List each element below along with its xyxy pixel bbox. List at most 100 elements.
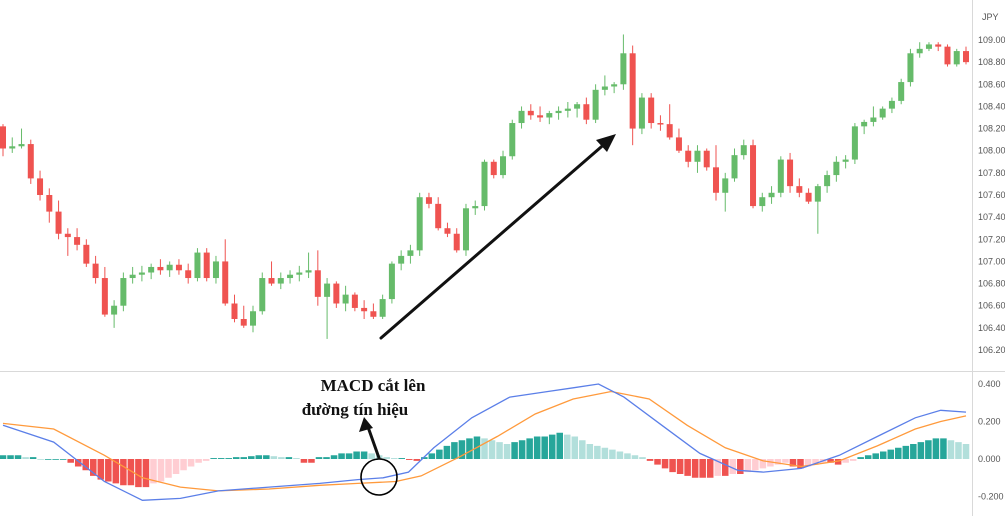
candle-body	[666, 124, 673, 138]
candle	[407, 244, 414, 264]
candle-body	[370, 311, 377, 317]
candle-body	[925, 44, 932, 49]
candle-body	[46, 195, 53, 212]
candle-body	[27, 144, 34, 179]
price-tick-label: 106.800	[978, 279, 1005, 289]
candle-body	[129, 274, 136, 279]
trend-arrow-head	[596, 134, 616, 152]
candle	[64, 228, 71, 256]
histogram-bar	[812, 459, 819, 465]
candle	[898, 78, 905, 105]
price-tick-label: 106.600	[978, 301, 1005, 311]
histogram-bar	[827, 459, 834, 463]
price-tick-label: 107.400	[978, 212, 1005, 222]
candle-body	[953, 51, 960, 65]
candle-body	[120, 278, 127, 306]
candle-body	[712, 167, 719, 193]
candle-body	[740, 145, 747, 156]
candle-body	[935, 44, 942, 47]
histogram-bar	[917, 442, 925, 459]
histogram-bar	[789, 459, 797, 467]
candle-body	[231, 303, 238, 319]
histogram-bar	[586, 444, 594, 459]
price-tick-label: 107.000	[978, 256, 1005, 266]
candle-body	[185, 270, 192, 279]
candle-body	[416, 197, 423, 251]
price-axis: 109.000 108.800 108.600 108.400 108.200 108.0…	[978, 35, 1005, 355]
candle-body	[703, 150, 710, 168]
histogram-bar	[503, 444, 511, 459]
candle-body	[92, 263, 99, 279]
candle	[203, 248, 210, 282]
candle-body	[407, 250, 414, 256]
histogram-bar	[210, 458, 217, 459]
histogram-bar	[82, 459, 90, 471]
candle-body	[685, 150, 692, 162]
histogram-bar	[172, 459, 180, 474]
histogram-bar	[594, 445, 601, 459]
histogram-bar	[338, 453, 345, 459]
histogram-bar	[308, 459, 315, 463]
candle	[46, 188, 53, 223]
macd-tick-label: -0.200	[978, 492, 1004, 502]
histogram-bar	[579, 440, 586, 459]
histogram-bar	[7, 455, 14, 459]
candle-body	[212, 261, 219, 279]
candle-body	[564, 108, 571, 111]
candle	[861, 119, 868, 135]
candle	[305, 252, 312, 279]
candle	[851, 123, 858, 164]
candle-body	[0, 126, 6, 149]
candle-body	[611, 84, 618, 87]
histogram-bar	[910, 444, 917, 459]
candle	[611, 82, 618, 94]
candle-body	[111, 305, 118, 315]
candle-body	[916, 48, 923, 54]
candle	[416, 192, 423, 256]
histogram-bar	[443, 445, 451, 459]
candle	[222, 239, 229, 306]
candle-body	[750, 145, 757, 207]
histogram-bar	[127, 459, 135, 486]
candle	[527, 104, 534, 120]
candle	[129, 266, 136, 284]
histogram-bar	[142, 459, 150, 488]
candle-body	[888, 100, 895, 109]
histogram-bar	[74, 459, 82, 467]
candle	[250, 305, 257, 333]
price-tick-label: 108.000	[978, 146, 1005, 156]
candle	[555, 106, 562, 120]
histogram-bar	[526, 438, 533, 459]
candle-body	[435, 203, 442, 229]
candle	[361, 300, 368, 319]
candle	[703, 148, 710, 171]
price-tick-label: 108.400	[978, 101, 1005, 111]
candle-body	[324, 283, 331, 297]
candle-body	[453, 233, 460, 251]
candle	[27, 139, 34, 184]
histogram-bar	[706, 459, 714, 478]
histogram-bar	[248, 456, 255, 459]
histogram-bar	[345, 453, 353, 459]
histogram-bar	[14, 455, 22, 459]
price-tick-label: 107.200	[978, 234, 1005, 244]
candle	[842, 155, 849, 169]
price-tick-label: 109.000	[978, 35, 1005, 45]
histogram-bar	[624, 453, 631, 459]
candle	[148, 263, 155, 280]
candle-body	[787, 159, 794, 187]
candle-body	[870, 117, 877, 122]
candle	[731, 148, 738, 182]
histogram-bar	[466, 438, 473, 459]
histogram-bar	[857, 457, 864, 459]
candle	[481, 159, 488, 211]
histogram-bar	[112, 459, 120, 484]
candle	[657, 115, 664, 131]
histogram-bar	[962, 444, 970, 459]
candle-body	[842, 159, 849, 162]
candle-body	[527, 110, 534, 116]
candle	[620, 34, 627, 90]
candle-body	[638, 97, 645, 129]
candle	[777, 156, 784, 198]
